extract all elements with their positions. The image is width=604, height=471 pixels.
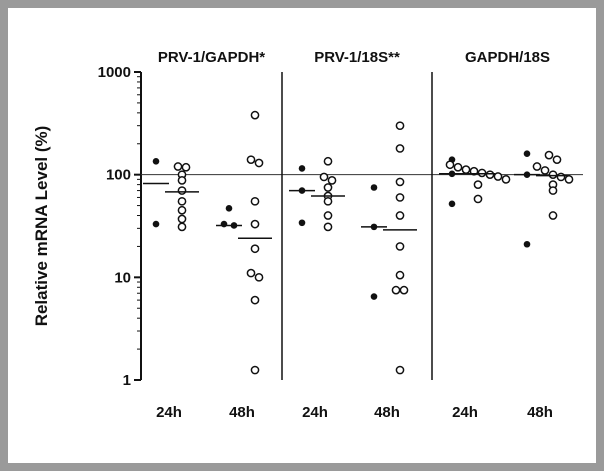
- open-point: [532, 162, 542, 171]
- filled-point: [298, 219, 306, 227]
- open-point: [250, 295, 260, 305]
- panel-title: PRV-1/18S**: [314, 49, 400, 66]
- filled-point: [523, 240, 531, 248]
- filled-point: [152, 157, 160, 165]
- open-point: [556, 172, 566, 182]
- open-point: [395, 144, 405, 153]
- open-point: [250, 365, 260, 375]
- open-point: [564, 175, 574, 184]
- open-point: [323, 183, 333, 192]
- open-point: [501, 175, 511, 184]
- x-group-label: 24h: [156, 404, 182, 421]
- open-point: [181, 162, 191, 172]
- open-point: [250, 244, 260, 254]
- x-group-label: 48h: [374, 404, 400, 421]
- open-point: [473, 180, 483, 189]
- filled-point: [152, 220, 160, 228]
- x-group-label: 48h: [527, 404, 553, 421]
- open-point: [177, 205, 187, 215]
- open-point: [323, 156, 333, 166]
- open-point: [250, 196, 260, 206]
- y-tick-label: 1000: [98, 64, 131, 81]
- open-point: [445, 160, 455, 170]
- open-point: [323, 222, 333, 232]
- filled-point: [370, 184, 378, 191]
- open-point: [323, 211, 333, 220]
- open-point: [177, 222, 187, 232]
- open-point: [548, 170, 558, 180]
- open-point: [319, 172, 329, 182]
- open-point: [395, 193, 405, 202]
- open-point: [177, 186, 187, 195]
- open-point: [395, 270, 405, 280]
- open-point: [327, 176, 337, 185]
- open-point: [250, 110, 260, 120]
- filled-point: [220, 220, 228, 228]
- open-point: [477, 168, 487, 178]
- y-tick-label: 100: [106, 167, 131, 184]
- open-point: [246, 268, 256, 278]
- scatter-chart: 1 10 100 1000 Relative mRNA Level (%) PRV-1/G…: [32, 49, 583, 421]
- y-axis-label: Relative mRNA Level (%): [32, 126, 51, 327]
- open-point: [485, 170, 495, 180]
- filled-point: [523, 150, 531, 158]
- open-point: [548, 211, 558, 220]
- open-point: [453, 162, 463, 172]
- x-group-label: 48h: [229, 404, 255, 421]
- filled-point: [370, 293, 378, 300]
- open-point: [395, 365, 405, 375]
- open-point: [250, 219, 260, 229]
- open-point: [399, 285, 409, 295]
- open-point: [246, 155, 256, 165]
- open-point: [548, 186, 558, 195]
- filled-point: [298, 165, 306, 172]
- open-point: [395, 177, 405, 187]
- open-point: [177, 214, 187, 224]
- open-point: [461, 165, 471, 174]
- open-point: [323, 196, 333, 206]
- panel-title: GAPDH/18S: [465, 49, 550, 66]
- filled-point: [225, 205, 233, 212]
- open-point: [493, 172, 503, 181]
- open-point: [254, 158, 264, 168]
- open-point: [544, 150, 554, 160]
- open-point: [173, 162, 183, 171]
- open-point: [395, 211, 405, 220]
- open-point: [540, 166, 550, 175]
- open-point: [177, 176, 187, 185]
- open-point: [391, 285, 401, 295]
- y-tick-label: 10: [114, 269, 131, 286]
- x-group-label: 24h: [452, 404, 478, 421]
- open-point: [254, 272, 264, 282]
- y-tick-label: 1: [123, 372, 131, 389]
- open-point: [473, 194, 483, 204]
- open-point: [552, 155, 562, 165]
- open-point: [177, 196, 187, 206]
- x-group-label: 24h: [302, 404, 328, 421]
- open-point: [395, 242, 405, 251]
- panel-title: PRV-1/GAPDH*: [158, 49, 265, 66]
- filled-point: [448, 200, 456, 208]
- open-point: [395, 121, 405, 131]
